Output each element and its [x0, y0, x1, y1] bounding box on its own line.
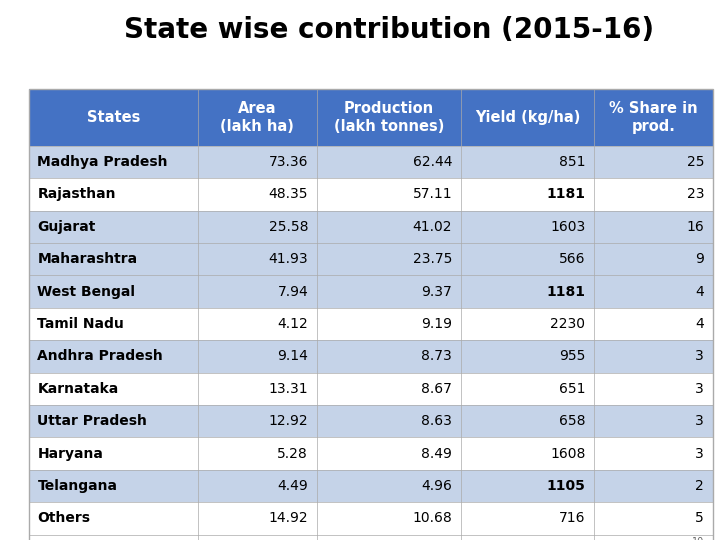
Text: 4.49: 4.49 [277, 479, 308, 493]
Bar [29, 146, 713, 178]
Text: Others: Others [37, 511, 91, 525]
Text: Madhya Pradesh: Madhya Pradesh [37, 155, 168, 169]
Bar [29, 89, 713, 540]
Text: West Bengal: West Bengal [37, 285, 135, 299]
Text: 851: 851 [559, 155, 585, 169]
Bar [29, 502, 713, 535]
Text: 8.67: 8.67 [421, 382, 452, 396]
Text: 62.44: 62.44 [413, 155, 452, 169]
Text: 1105: 1105 [546, 479, 585, 493]
Text: Rajasthan: Rajasthan [37, 187, 116, 201]
Text: 8.63: 8.63 [421, 414, 452, 428]
Text: 25.58: 25.58 [269, 220, 308, 234]
Bar [29, 275, 713, 308]
Text: Telangana: Telangana [37, 479, 117, 493]
Text: 9.19: 9.19 [421, 317, 452, 331]
Text: 5: 5 [696, 511, 704, 525]
Text: Yield (kg/ha): Yield (kg/ha) [474, 110, 580, 125]
Text: 23.75: 23.75 [413, 252, 452, 266]
Text: 73.36: 73.36 [269, 155, 308, 169]
Text: Maharashtra: Maharashtra [37, 252, 138, 266]
Bar [29, 89, 713, 146]
Bar [29, 340, 713, 373]
Text: 8.73: 8.73 [421, 349, 452, 363]
Bar [29, 437, 713, 470]
Text: 1608: 1608 [550, 447, 585, 461]
Text: Area
(lakh ha): Area (lakh ha) [220, 100, 294, 134]
Text: 2: 2 [696, 479, 704, 493]
Text: 23: 23 [687, 187, 704, 201]
Text: 2230: 2230 [550, 317, 585, 331]
Text: Haryana: Haryana [37, 447, 103, 461]
Text: 13.31: 13.31 [269, 382, 308, 396]
Text: 10.68: 10.68 [413, 511, 452, 525]
Text: 1181: 1181 [546, 187, 585, 201]
Text: 9: 9 [696, 252, 704, 266]
Bar [29, 178, 713, 211]
Bar [29, 470, 713, 502]
Text: 658: 658 [559, 414, 585, 428]
Text: 4: 4 [696, 285, 704, 299]
Text: 9.14: 9.14 [277, 349, 308, 363]
Text: 1181: 1181 [546, 285, 585, 299]
Text: 955: 955 [559, 349, 585, 363]
Text: 12.92: 12.92 [269, 414, 308, 428]
Text: State wise contribution (2015-16): State wise contribution (2015-16) [124, 16, 654, 44]
Text: Karnataka: Karnataka [37, 382, 119, 396]
Text: Andhra Pradesh: Andhra Pradesh [37, 349, 163, 363]
Bar [29, 373, 713, 405]
Text: 25: 25 [687, 155, 704, 169]
Bar [29, 405, 713, 437]
Text: 4.12: 4.12 [277, 317, 308, 331]
Bar [29, 243, 713, 275]
Text: 10: 10 [692, 537, 704, 540]
Text: Gujarat: Gujarat [37, 220, 96, 234]
Text: 4.96: 4.96 [421, 479, 452, 493]
Text: 48.35: 48.35 [269, 187, 308, 201]
Text: 1603: 1603 [550, 220, 585, 234]
Bar [29, 535, 713, 540]
Text: 3: 3 [696, 349, 704, 363]
Text: 41.93: 41.93 [269, 252, 308, 266]
Text: 9.37: 9.37 [421, 285, 452, 299]
Text: 716: 716 [559, 511, 585, 525]
Text: 5.28: 5.28 [277, 447, 308, 461]
Text: Production
(lakh tonnes): Production (lakh tonnes) [333, 100, 444, 134]
Text: States: States [86, 110, 140, 125]
Text: 3: 3 [696, 382, 704, 396]
Text: 7.94: 7.94 [277, 285, 308, 299]
Text: 57.11: 57.11 [413, 187, 452, 201]
Text: 3: 3 [696, 414, 704, 428]
Text: Uttar Pradesh: Uttar Pradesh [37, 414, 148, 428]
Text: 16: 16 [686, 220, 704, 234]
Text: Tamil Nadu: Tamil Nadu [37, 317, 124, 331]
Text: % Share in
prod.: % Share in prod. [609, 100, 698, 134]
Text: 8.49: 8.49 [421, 447, 452, 461]
Text: 651: 651 [559, 382, 585, 396]
Text: 3: 3 [696, 447, 704, 461]
Text: 41.02: 41.02 [413, 220, 452, 234]
Bar [29, 308, 713, 340]
Text: 14.92: 14.92 [269, 511, 308, 525]
Text: 4: 4 [696, 317, 704, 331]
Bar [29, 211, 713, 243]
Text: 566: 566 [559, 252, 585, 266]
